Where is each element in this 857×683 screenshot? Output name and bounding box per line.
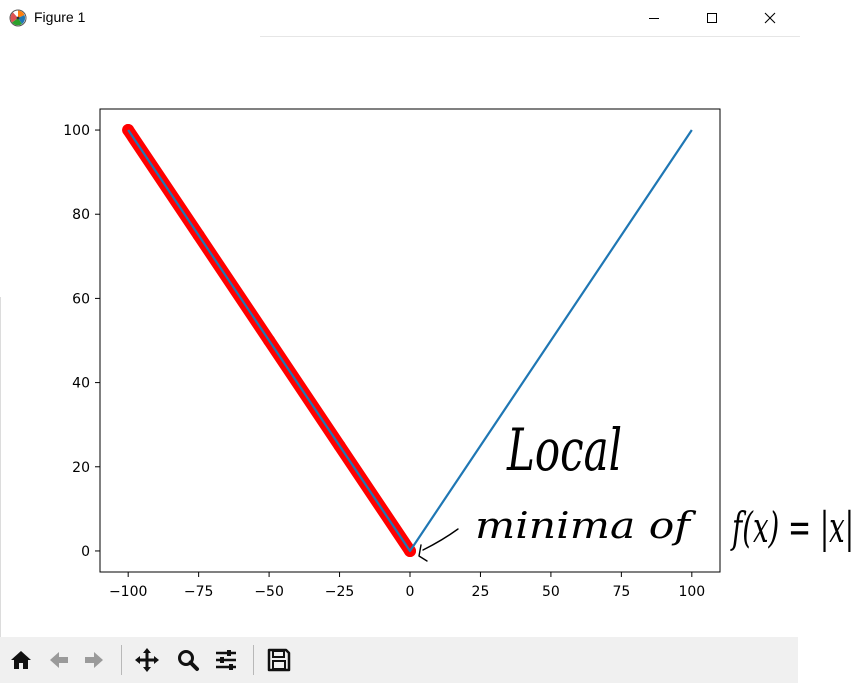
series-layer xyxy=(122,124,693,557)
zoom-icon xyxy=(178,650,199,671)
save-button[interactable] xyxy=(265,644,293,676)
minimize-icon xyxy=(649,18,659,19)
toolbar-separator xyxy=(253,645,254,675)
annotation-arrow xyxy=(418,528,459,562)
pan-icon xyxy=(135,648,159,672)
home-icon xyxy=(11,651,31,669)
configure-subplots-button[interactable] xyxy=(212,644,240,676)
forward-icon xyxy=(85,652,103,668)
configure-subplots-icon xyxy=(216,650,236,670)
y-tick-label: 40 xyxy=(72,376,90,392)
x-tick-label: −100 xyxy=(109,584,147,600)
home-button[interactable] xyxy=(7,644,35,676)
x-tick-label: −25 xyxy=(325,584,355,600)
matplotlib-logo-icon xyxy=(9,9,27,27)
zoom-button[interactable] xyxy=(174,644,202,676)
maximize-icon xyxy=(707,13,717,23)
y-tick-label: 100 xyxy=(63,123,90,139)
save-icon xyxy=(267,648,291,672)
forward-button[interactable] xyxy=(80,644,108,676)
axes-frame xyxy=(99,108,721,573)
y-tick-label: 60 xyxy=(72,291,90,307)
annotation: Local minima of f(x) = |x| xyxy=(418,416,854,562)
title-bar: Figure 1 xyxy=(0,0,857,36)
title-separator xyxy=(260,36,800,37)
series-line xyxy=(127,129,693,553)
x-tick-label: 75 xyxy=(612,584,630,600)
axes-rectangle xyxy=(99,108,721,573)
toolbar-separator xyxy=(121,645,122,675)
annotation-minima-of: minima of xyxy=(475,506,697,547)
y-tick-label: 80 xyxy=(72,207,90,223)
plot-canvas: −100 −75 −50 −25 0 25 50 75 100 0 20 40 60 80 100 Loca… xyxy=(63,108,854,600)
x-tick-label: 50 xyxy=(542,584,560,600)
maximize-button[interactable] xyxy=(683,0,741,36)
window-edge xyxy=(0,297,1,637)
back-button[interactable] xyxy=(45,644,73,676)
pan-button[interactable] xyxy=(133,644,161,676)
back-icon xyxy=(50,652,68,668)
window-title: Figure 1 xyxy=(34,9,86,25)
close-button[interactable] xyxy=(741,0,799,36)
ticks-layer: −100 −75 −50 −25 0 25 50 75 100 0 20 40 60 80 100 xyxy=(63,123,705,600)
navigation-toolbar xyxy=(0,637,798,683)
x-tick-label: 100 xyxy=(678,584,705,600)
y-tick-label: 20 xyxy=(72,460,90,476)
x-tick-label: −75 xyxy=(184,584,214,600)
annotation-local: Local xyxy=(506,416,622,484)
annotation-function: f(x) = |x| xyxy=(730,503,854,552)
y-tick-label: 0 xyxy=(81,544,90,560)
close-icon xyxy=(764,12,776,24)
x-tick-label: 0 xyxy=(406,584,415,600)
minimize-button[interactable] xyxy=(625,0,683,36)
x-tick-label: −50 xyxy=(254,584,284,600)
x-tick-label: 25 xyxy=(472,584,490,600)
